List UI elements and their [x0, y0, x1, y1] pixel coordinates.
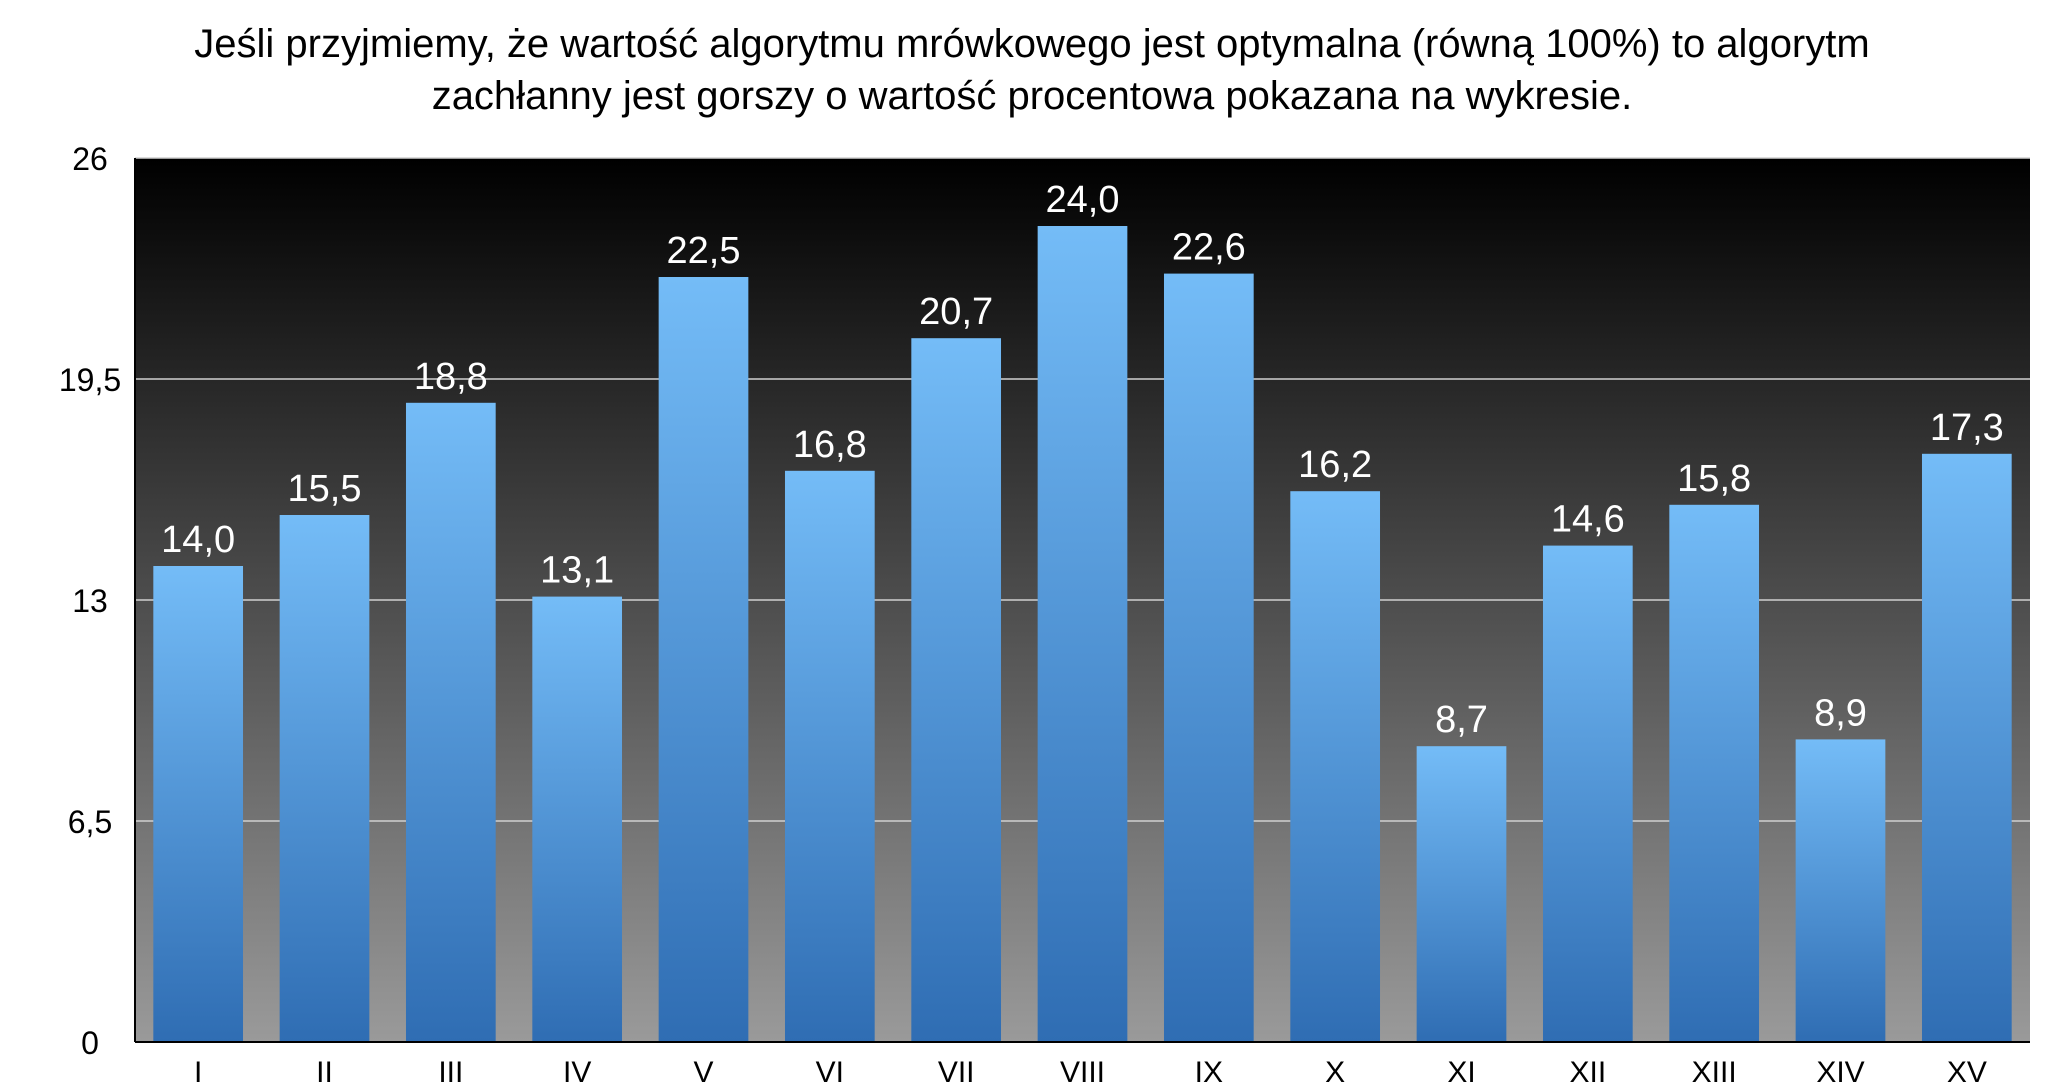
chart-title-line-2: zachłanny jest gorszy o wartość procento… [431, 74, 1633, 118]
y-tick-label: 26 [72, 141, 108, 177]
data-label: 13,1 [540, 550, 614, 592]
x-tick-label: VI [816, 1056, 844, 1084]
x-tick-label: XIV [1816, 1056, 1864, 1084]
bar [1669, 504, 1760, 1042]
x-tick-label: XI [1447, 1056, 1475, 1084]
bars [153, 226, 2012, 1043]
bar [405, 402, 496, 1042]
y-tick-label: 13 [72, 583, 108, 619]
bar [658, 277, 749, 1042]
data-label: 14,0 [161, 519, 235, 561]
bar [153, 566, 244, 1042]
data-label: 20,7 [919, 291, 993, 333]
y-tick-label: 19,5 [59, 362, 121, 398]
x-tick-label: X [1325, 1056, 1345, 1084]
data-label: 15,5 [288, 468, 362, 510]
axes [134, 158, 2030, 1043]
data-label: 16,2 [1298, 444, 1372, 486]
x-tick-label: I [194, 1056, 202, 1084]
data-label: 18,8 [414, 356, 488, 398]
data-label: 24,0 [1046, 179, 1120, 221]
bar [279, 515, 370, 1042]
x-tick-label: IV [563, 1056, 591, 1084]
data-labels: 14,0 15,5 18,8 13,1 22,5 16,8 20,7 24,0 22,6 16,2… [161, 179, 2004, 741]
bar [1921, 453, 2012, 1042]
x-tick-label: III [438, 1056, 463, 1084]
x-tick-label: XIII [1692, 1056, 1737, 1084]
data-label: 8,7 [1435, 699, 1488, 741]
x-axis-ticks: I II III IV V VI VII VIII IX X XI XII XIII XIV XV [194, 1056, 1987, 1084]
x-tick-label: IX [1195, 1056, 1223, 1084]
x-tick-label: XII [1569, 1056, 1606, 1084]
data-label: 17,3 [1930, 407, 2004, 449]
y-tick-label: 6,5 [68, 804, 112, 840]
x-tick-label: VIII [1060, 1056, 1105, 1084]
bar [1290, 491, 1381, 1042]
x-tick-label: V [693, 1056, 713, 1084]
data-label: 16,8 [793, 424, 867, 466]
data-label: 8,9 [1814, 692, 1867, 734]
data-label: 14,6 [1551, 499, 1625, 541]
bar [784, 470, 875, 1042]
data-label: 22,6 [1172, 227, 1246, 269]
x-tick-label: XV [1947, 1056, 1987, 1084]
bar [532, 596, 623, 1042]
data-label: 22,5 [667, 230, 741, 272]
bar [1416, 746, 1507, 1042]
chart-title: Jeśli przyjmiemy, że wartość algorytmu m… [0, 18, 2064, 122]
chart-title-line-1: Jeśli przyjmiemy, że wartość algorytmu m… [194, 22, 1870, 66]
x-tick-label: VII [938, 1056, 975, 1084]
y-axis-ticks: 0 6,5 13 19,5 26 [59, 141, 121, 1061]
data-label: 15,8 [1677, 458, 1751, 500]
bar [911, 338, 1002, 1042]
x-tick-label: II [316, 1056, 333, 1084]
bar [1037, 226, 1128, 1042]
bar [1795, 739, 1886, 1042]
y-tick-label: 0 [81, 1025, 99, 1061]
bar [1163, 273, 1254, 1043]
bar [1542, 545, 1633, 1042]
